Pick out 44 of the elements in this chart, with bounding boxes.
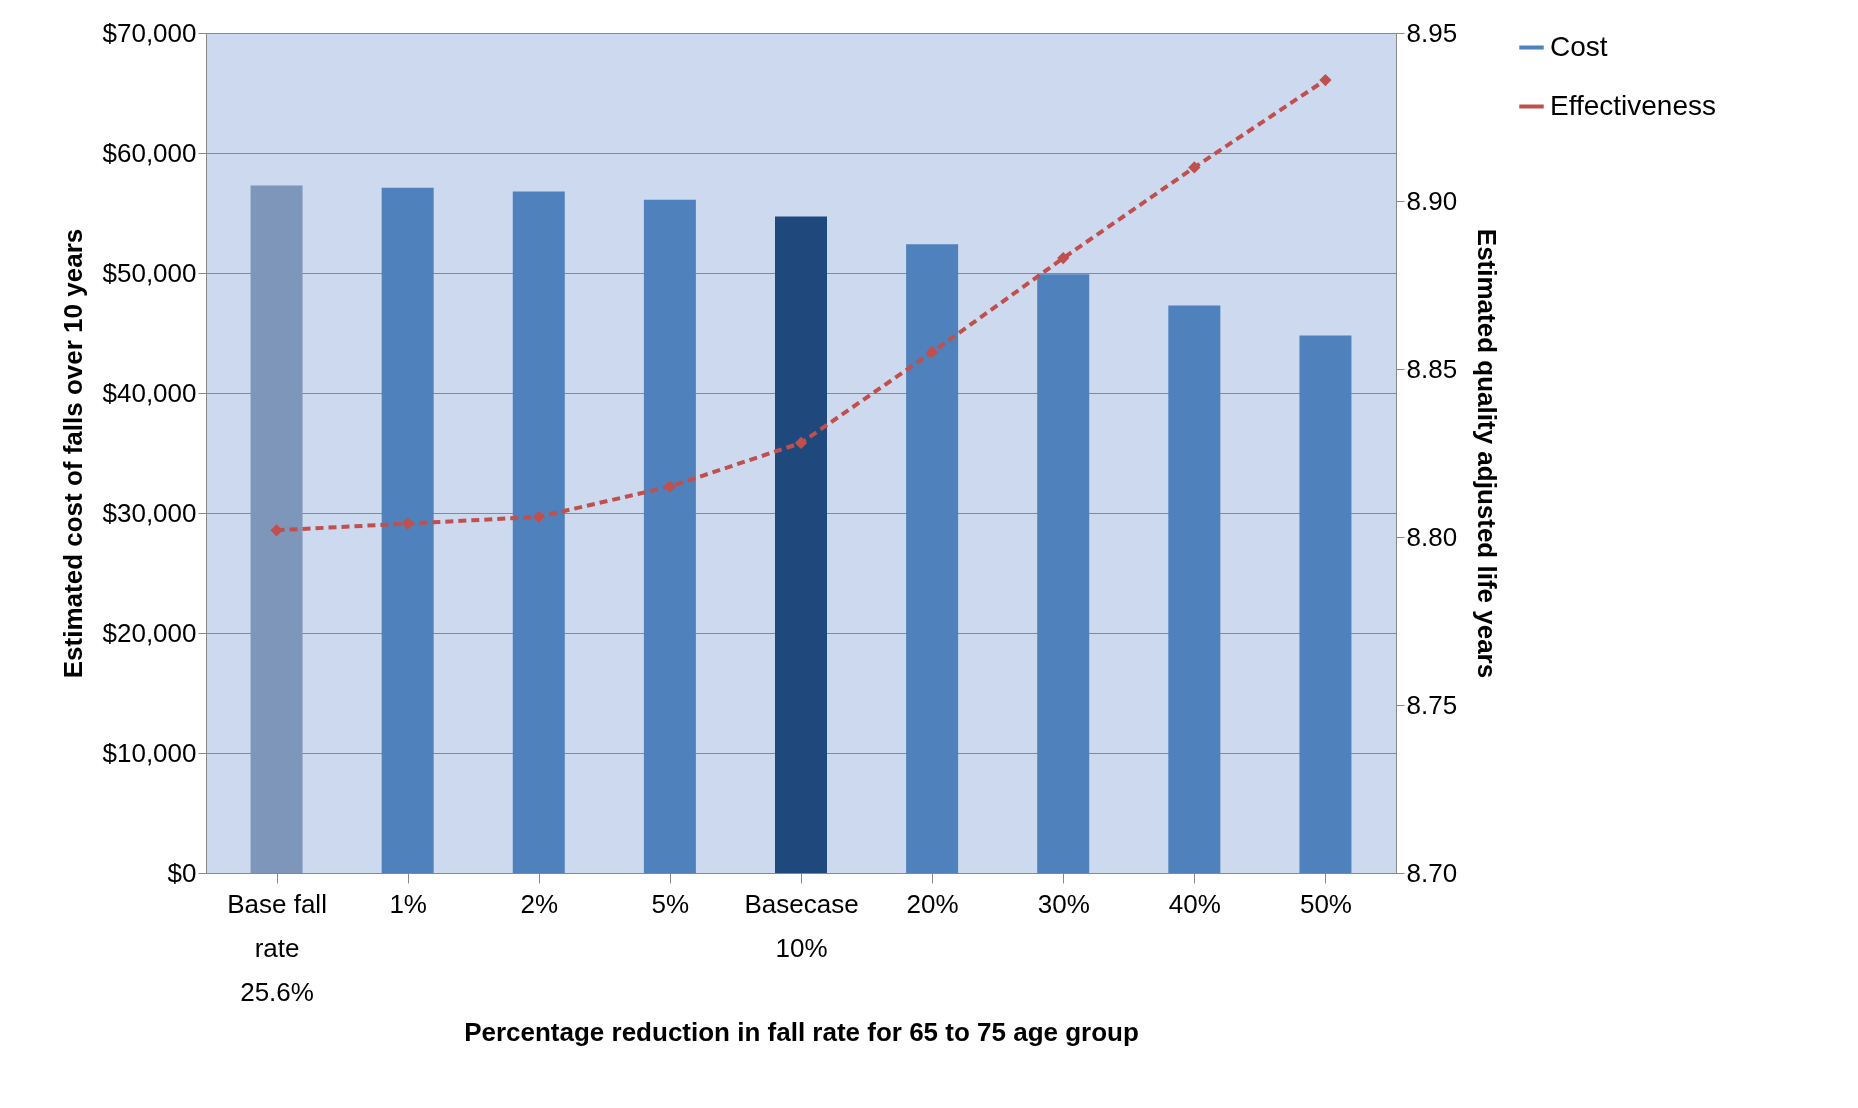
x-tick-label: Basecase 10%: [744, 888, 859, 963]
point: [794, 436, 808, 450]
y-tick-label: $30,000: [102, 497, 197, 528]
y-tick-label: $20,000: [102, 617, 197, 648]
bar: [1168, 305, 1221, 873]
bar: [906, 244, 959, 873]
y2-tick-label: 8.95: [1406, 17, 1458, 48]
point: [1188, 161, 1201, 174]
x-tick-label: 40%: [1168, 888, 1221, 919]
x-tick-label: 5%: [651, 888, 690, 919]
y-tick-label: $40,000: [102, 377, 197, 408]
y2-tick-label: 8.75: [1406, 689, 1458, 720]
legend-label: Effectiveness: [1550, 89, 1717, 121]
x-axis-title: Percentage reduction in fall rate for 65 to 75 age group: [464, 1016, 1139, 1047]
y-tick-label: $0: [167, 857, 197, 888]
point: [532, 510, 545, 523]
y-axis-title: Estimated cost of falls over 10 years: [57, 228, 88, 679]
bar: [1037, 274, 1090, 873]
bar: [643, 199, 696, 873]
y-tick-label: $60,000: [102, 137, 197, 168]
y-tick-label: $50,000: [102, 257, 197, 288]
point: [663, 480, 677, 493]
y-tick-label: $70,000: [102, 17, 197, 48]
y2-tick-label: 8.85: [1406, 353, 1458, 384]
y2-tick-label: 8.90: [1406, 185, 1458, 216]
point: [1057, 252, 1070, 265]
y-tick-label: $10,000: [102, 737, 197, 768]
x-tick-label: 30%: [1037, 888, 1090, 919]
x-tick-label: 50%: [1299, 888, 1352, 919]
point: [925, 346, 939, 359]
y2-tick-label: 8.70: [1406, 857, 1458, 888]
x-tick-label: 2%: [520, 888, 559, 919]
bar: [775, 216, 827, 873]
bar: [1299, 335, 1352, 873]
x-tick-label: Base fall rate 25.6%: [227, 888, 327, 1007]
legend-label: Cost: [1550, 30, 1608, 62]
y2-tick-label: 8.80: [1406, 521, 1458, 552]
y2-axis-title: Estimated quality adjusted life years: [1472, 228, 1503, 679]
x-tick-label: 1%: [389, 888, 427, 919]
bar: [250, 185, 303, 873]
x-tick-label: 20%: [906, 888, 959, 919]
bar: [512, 191, 565, 873]
bar: [381, 187, 434, 873]
point: [1319, 73, 1332, 87]
